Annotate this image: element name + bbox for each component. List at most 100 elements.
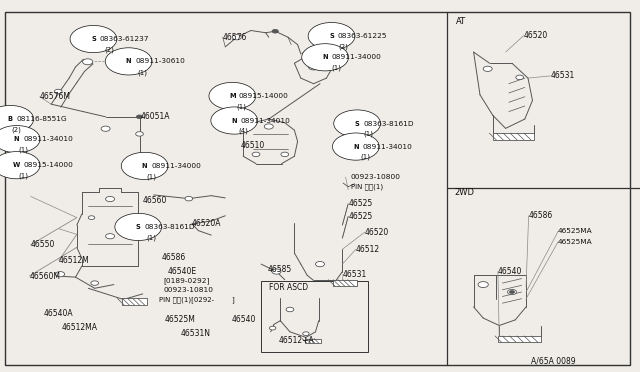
Text: 46525MA: 46525MA (558, 228, 593, 234)
Text: B: B (8, 116, 13, 122)
Text: S: S (136, 224, 141, 230)
Text: 46540: 46540 (498, 267, 522, 276)
Text: PIN ビン(1): PIN ビン(1) (351, 183, 383, 190)
Text: ]: ] (232, 296, 234, 303)
Circle shape (516, 75, 524, 80)
Text: (1): (1) (138, 69, 148, 76)
Text: 08911-34000: 08911-34000 (151, 163, 201, 169)
Circle shape (301, 44, 349, 71)
Text: (2): (2) (104, 47, 114, 54)
Circle shape (0, 105, 34, 133)
Text: (2): (2) (12, 126, 21, 133)
Text: 08363-8161D: 08363-8161D (145, 224, 195, 230)
Text: [0189-0292]: [0189-0292] (164, 278, 211, 284)
Text: 00923-10810: 00923-10810 (164, 287, 214, 293)
Text: M: M (229, 93, 236, 99)
Text: 46576: 46576 (223, 33, 247, 42)
Circle shape (136, 164, 143, 168)
Circle shape (252, 152, 260, 157)
Circle shape (121, 152, 168, 180)
Text: 46550: 46550 (31, 240, 55, 249)
Text: 08911-34000: 08911-34000 (332, 54, 381, 60)
Text: 46540A: 46540A (44, 309, 73, 318)
Text: 46520A: 46520A (192, 219, 221, 228)
Text: N: N (353, 144, 358, 150)
Bar (261, 281, 368, 352)
Circle shape (105, 48, 152, 75)
Text: 08915-14000: 08915-14000 (23, 162, 73, 168)
Circle shape (136, 115, 143, 119)
Circle shape (264, 124, 273, 129)
Text: (1): (1) (332, 64, 342, 71)
Circle shape (333, 110, 381, 137)
Circle shape (54, 89, 62, 94)
Text: 46585: 46585 (268, 265, 292, 274)
Circle shape (308, 64, 319, 70)
Circle shape (211, 107, 258, 134)
Text: N: N (14, 136, 19, 142)
Text: N: N (232, 118, 237, 124)
Text: (4): (4) (239, 128, 248, 134)
Text: 46531: 46531 (343, 270, 367, 279)
Circle shape (478, 282, 488, 288)
Circle shape (70, 25, 117, 53)
Text: 08363-61237: 08363-61237 (100, 36, 149, 42)
Text: 46560: 46560 (143, 196, 167, 205)
Circle shape (106, 234, 115, 239)
Text: 46540: 46540 (232, 315, 256, 324)
Circle shape (324, 31, 333, 36)
Text: (1): (1) (146, 234, 156, 241)
Circle shape (125, 216, 132, 219)
Text: (1): (1) (360, 154, 371, 160)
Text: (1): (1) (18, 172, 28, 179)
Circle shape (185, 196, 193, 201)
Text: 46520: 46520 (524, 31, 548, 40)
Circle shape (91, 281, 99, 285)
Text: 46560M: 46560M (29, 272, 60, 280)
Text: 08116-8551G: 08116-8551G (17, 116, 67, 122)
Text: 08911-34010: 08911-34010 (23, 136, 73, 142)
Bar (493, 133, 534, 140)
Text: 46512M: 46512M (59, 256, 90, 265)
Text: 46512+A: 46512+A (278, 336, 314, 344)
Text: (1): (1) (146, 173, 156, 180)
Text: W: W (13, 162, 20, 168)
Text: FOR ASCD: FOR ASCD (269, 283, 308, 292)
Text: 46512MA: 46512MA (61, 323, 97, 332)
Text: 46531: 46531 (550, 71, 575, 80)
Text: (1): (1) (237, 103, 247, 110)
Text: 46525: 46525 (348, 199, 372, 208)
Text: N: N (126, 58, 131, 64)
Bar (305, 339, 321, 343)
Text: (1): (1) (18, 146, 28, 153)
Text: 08363-8161D: 08363-8161D (364, 121, 414, 126)
Text: 46512: 46512 (356, 245, 380, 254)
Text: S: S (91, 36, 96, 42)
Text: (1): (1) (364, 131, 374, 137)
Text: 46525MA: 46525MA (558, 239, 593, 245)
Text: 46051A: 46051A (141, 112, 170, 121)
Circle shape (509, 291, 515, 294)
Circle shape (115, 213, 162, 241)
Circle shape (106, 196, 115, 202)
Text: S: S (329, 33, 334, 39)
Text: PIN ビン(1)[0292-: PIN ビン(1)[0292- (159, 296, 214, 303)
Text: AT: AT (456, 17, 466, 26)
Bar (333, 280, 357, 286)
Text: N: N (323, 54, 328, 60)
Text: 46531N: 46531N (180, 329, 211, 338)
Circle shape (332, 133, 380, 160)
Text: 08911-30610: 08911-30610 (135, 58, 185, 64)
Circle shape (0, 151, 40, 179)
Text: 46520: 46520 (365, 228, 389, 237)
Text: 00923-10800: 00923-10800 (351, 174, 401, 180)
Text: 46586: 46586 (529, 211, 553, 220)
Circle shape (272, 269, 281, 274)
Text: 46576M: 46576M (40, 92, 70, 101)
Circle shape (316, 262, 324, 267)
Circle shape (286, 307, 294, 312)
Circle shape (272, 29, 278, 33)
Circle shape (269, 326, 276, 330)
Circle shape (83, 59, 93, 65)
Text: 08915-14000: 08915-14000 (239, 93, 289, 99)
